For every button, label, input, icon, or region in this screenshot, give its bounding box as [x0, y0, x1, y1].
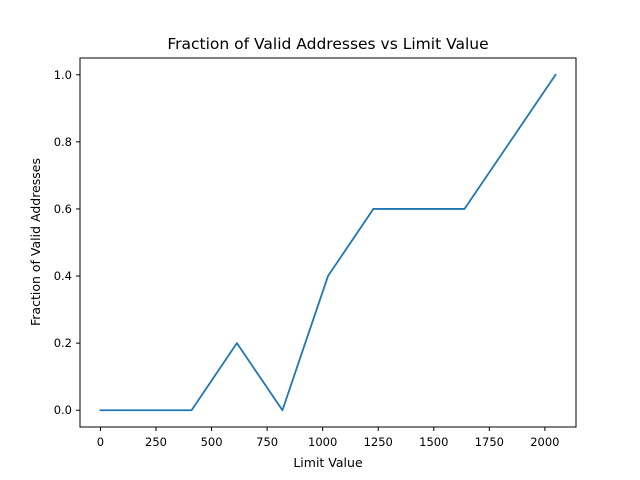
x-tick-label: 1750 — [475, 435, 504, 449]
y-axis: 0.0 0.2 0.4 0.6 0.8 1.0 — [54, 68, 80, 417]
plot-area-frame — [79, 57, 577, 428]
x-tick-label: 250 — [145, 435, 167, 449]
x-tick-label: 1000 — [308, 435, 337, 449]
series-line — [99, 73, 557, 412]
chart-title: Fraction of Valid Addresses vs Limit Val… — [167, 35, 488, 53]
y-tick-label: 0.6 — [54, 202, 72, 216]
x-axis-label: Limit Value — [293, 455, 363, 470]
y-tick-label: 0.0 — [54, 403, 72, 417]
x-tick-label: 2000 — [530, 435, 559, 449]
y-tick-label: 1.0 — [54, 68, 72, 82]
x-tick-label: 0 — [97, 435, 104, 449]
series-layer — [99, 73, 557, 412]
x-axis: 0 250 500 750 1000 1250 1500 1750 2000 — [97, 427, 560, 449]
x-tick-label: 750 — [256, 435, 278, 449]
x-tick-label: 500 — [201, 435, 223, 449]
y-tick-label: 0.8 — [54, 135, 72, 149]
x-tick-label: 1500 — [419, 435, 448, 449]
y-axis-label: Fraction of Valid Addresses — [28, 158, 43, 326]
y-tick-label: 0.4 — [54, 269, 72, 283]
x-tick-label: 1250 — [364, 435, 393, 449]
y-tick-label: 0.2 — [54, 336, 72, 350]
